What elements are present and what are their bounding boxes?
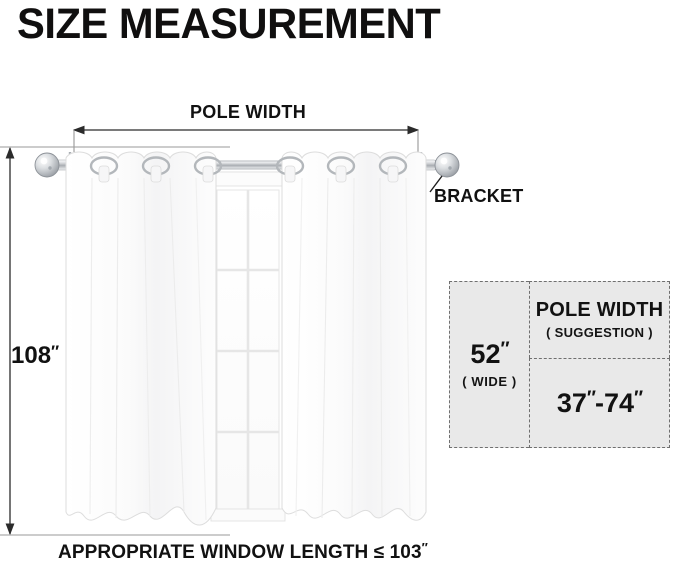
height-dimension-line: [0, 146, 230, 536]
page-title: SIZE MEASUREMENT: [17, 0, 441, 48]
size-info-box: 52″ ( WIDE ) POLE WIDTH ( SUGGESTION ) 3…: [449, 281, 670, 448]
range-high-unit: ″: [634, 387, 643, 409]
range-high: 74: [604, 387, 635, 418]
window-length-note: APPROPRIATE WINDOW LENGTH ≤ 103″: [58, 540, 428, 564]
height-unit: ″: [51, 342, 59, 361]
wide-value: 52: [470, 339, 501, 369]
range-row: 37″-74″: [556, 387, 643, 419]
info-cell-pole-width-range: 37″-74″: [529, 358, 670, 448]
info-cell-pole-width: POLE WIDTH ( SUGGESTION ): [529, 281, 670, 358]
wide-value-row: 52″: [470, 339, 509, 369]
right-curtain-panel: [281, 151, 427, 521]
wide-unit: ″: [500, 339, 509, 360]
wide-note: ( WIDE ): [462, 374, 517, 389]
pole-width-dimension-line: [72, 125, 420, 152]
range-separator: -: [595, 387, 604, 418]
curtain-height-label: 108″: [11, 342, 59, 370]
right-panel-grommets: [275, 156, 408, 183]
window-graphic: [210, 171, 286, 522]
window-length-text: APPROPRIATE WINDOW LENGTH ≤ 103: [58, 542, 422, 563]
info-right-column: POLE WIDTH ( SUGGESTION ) 37″-74″: [529, 281, 670, 448]
left-panel-grommets: [89, 156, 223, 183]
range-low: 37: [556, 387, 587, 418]
pole-width-label: POLE WIDTH: [190, 102, 306, 122]
bracket-label: BRACKET: [434, 186, 524, 206]
range-low-unit: ″: [586, 387, 596, 409]
pole-width-suggestion-note: ( SUGGESTION ): [546, 325, 653, 340]
window-length-unit: ″: [421, 540, 428, 555]
pole-width-title: POLE WIDTH: [535, 299, 664, 321]
height-value: 108: [11, 342, 52, 369]
info-cell-wide: 52″ ( WIDE ): [449, 281, 529, 448]
left-curtain-panel: [65, 151, 217, 526]
